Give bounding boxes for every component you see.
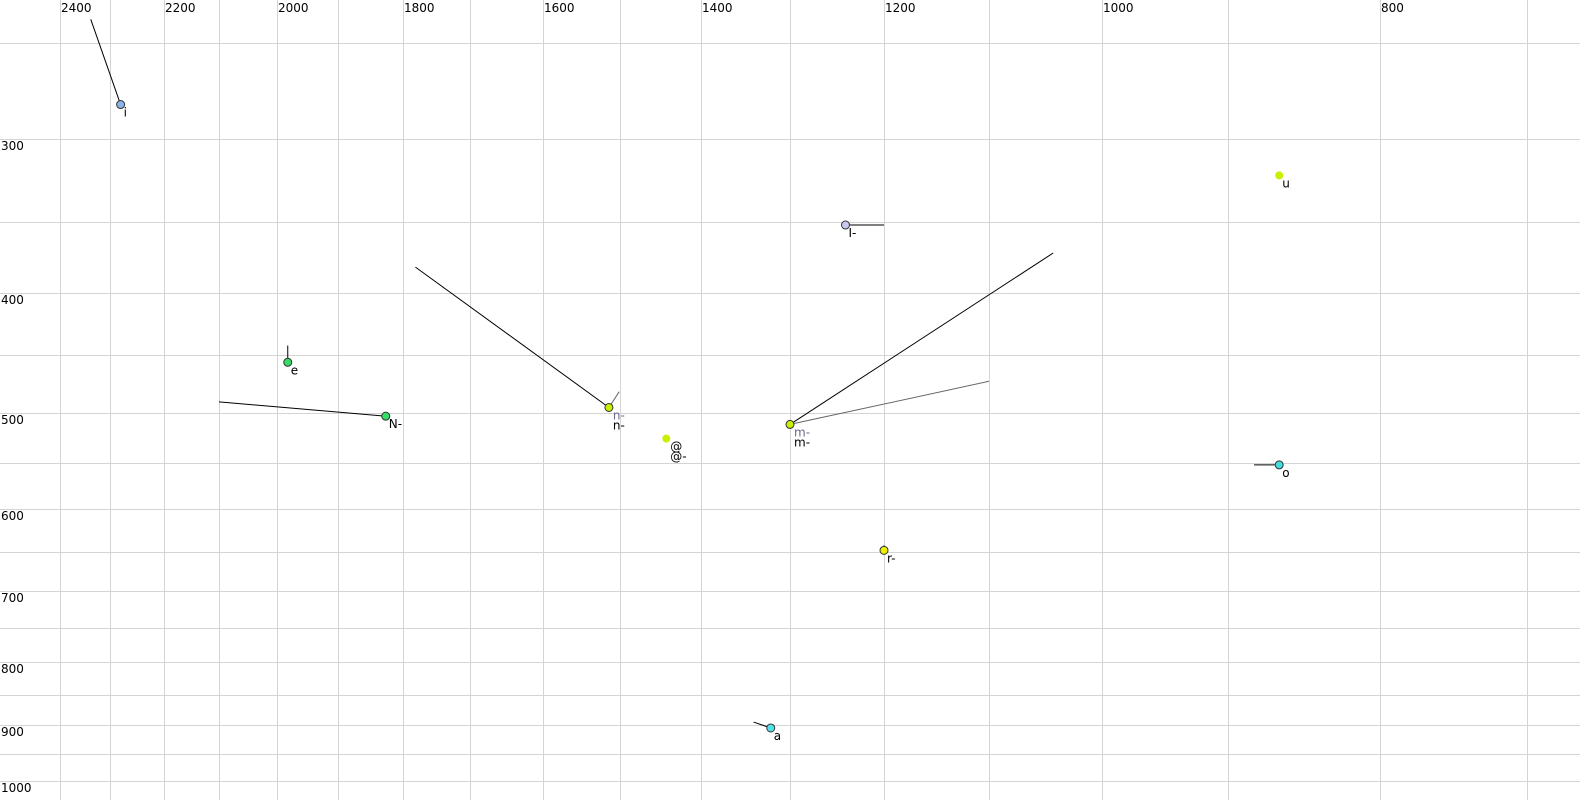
point-label: r- (887, 551, 896, 565)
point-marker (1274, 460, 1284, 470)
y-tick-label: 1000 (1, 781, 32, 795)
points: i u I-e N-n-n- @@- m-m-o r-a (116, 100, 1290, 743)
point-label: o (1282, 466, 1289, 480)
trajectory-line (218, 401, 386, 417)
vowel-point-o: o (1274, 460, 1290, 480)
x-tick-label: 2200 (165, 1, 196, 15)
point-label-secondary: m- (794, 435, 810, 449)
y-tick-label: 400 (1, 293, 24, 307)
trajectory-line (789, 252, 1054, 425)
point-label: e (291, 363, 298, 377)
point-marker (879, 545, 889, 555)
y-tick-label: 300 (1, 139, 24, 153)
y-tick-label: 700 (1, 591, 24, 605)
point-marker (116, 100, 126, 110)
trajectory-line (90, 19, 122, 105)
x-tick-label: 1200 (885, 1, 916, 15)
x-tick-label: 1400 (702, 1, 733, 15)
point-label-secondary: n- (613, 418, 625, 432)
point-marker (766, 723, 776, 733)
vowel-point-u: u (1275, 171, 1290, 190)
point-marker (381, 411, 391, 421)
point-label: n- (613, 408, 625, 422)
point-label: m- (794, 425, 810, 439)
point-label: i (124, 106, 127, 120)
point-label: a (774, 729, 781, 743)
point-label: N- (389, 417, 402, 431)
point-marker (1275, 171, 1284, 180)
x-tick-label: 1800 (404, 1, 435, 15)
vowel-point-N-: N- (381, 411, 402, 431)
tick-labels: 2400 2200 2000 1800 1600 1400 1200 1000 800 300 40… (1, 1, 1404, 795)
y-tick-label: 500 (1, 413, 24, 427)
vowel-point-n-: n-n- (604, 402, 625, 432)
trajectory-line-secondary (789, 380, 990, 425)
point-label-secondary: @- (670, 450, 686, 464)
point-label: @ (670, 440, 682, 454)
vowel-point-e: e (283, 357, 298, 377)
vowel-point-@: @@- (662, 434, 687, 464)
y-tick-label: 800 (1, 662, 24, 676)
vowel-point-i: i (116, 100, 127, 120)
point-marker (662, 434, 671, 443)
point-label: I- (848, 226, 856, 240)
x-tick-label: 2400 (61, 1, 92, 15)
vowel-point-a: a (766, 723, 781, 743)
x-tick-label: 2000 (278, 1, 309, 15)
point-marker (283, 357, 293, 367)
x-tick-label: 1000 (1103, 1, 1134, 15)
vowel-point-m-: m-m- (785, 419, 810, 449)
vowel-point-r-: r- (879, 545, 896, 565)
point-marker (604, 402, 614, 412)
point-marker (785, 419, 795, 429)
point-label: u (1282, 176, 1290, 190)
point-marker (840, 220, 850, 230)
trajectories (90, 19, 1280, 729)
trajectory-line (415, 266, 610, 408)
vowel-point-I-: I- (840, 220, 856, 240)
x-tick-label: 1600 (544, 1, 575, 15)
x-tick-label: 800 (1381, 1, 1404, 15)
y-tick-label: 600 (1, 509, 24, 523)
y-tick-label: 900 (1, 725, 24, 739)
